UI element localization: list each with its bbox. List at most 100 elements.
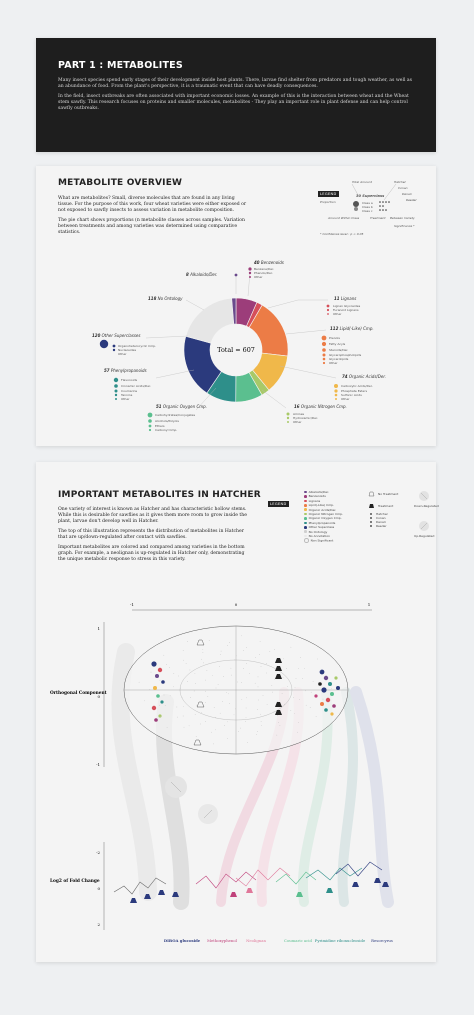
overview-title: METABOLITE OVERVIEW — [58, 178, 183, 188]
noise-point — [256, 734, 257, 736]
noise-point — [298, 722, 299, 724]
noise-point — [221, 701, 223, 702]
flask-icon-6 — [275, 674, 282, 679]
callout-lipid-item-2: Fatty Acyls — [329, 342, 346, 346]
noise-point — [215, 687, 217, 689]
noise-point — [160, 716, 161, 717]
callout-oxygen-item-4: Carbonyl Cmp. — [155, 428, 178, 432]
noise-point — [234, 659, 235, 661]
score-point — [323, 675, 329, 681]
noise-point — [266, 663, 267, 664]
noise-point — [173, 673, 175, 674]
noise-point — [245, 716, 247, 718]
noise-point — [226, 645, 228, 646]
callout-oxygen-item-3: Ethers — [155, 424, 165, 428]
legend-total-amount: Total Amount — [352, 180, 372, 184]
callout-noontology-title: 118 No Ontology — [148, 296, 183, 301]
callout-phenyl-title: 57 Phenylpropanoids — [104, 368, 147, 373]
part1-body: Many insect species spend early stages o… — [58, 78, 413, 116]
noise-point — [220, 650, 222, 652]
top-tick-0: 0 — [235, 602, 238, 607]
noise-point — [310, 691, 312, 693]
callout-oxygen-item-2: Alcohols/Polyols — [155, 419, 179, 423]
callout-dots — [99, 267, 338, 432]
callout-phenyl-item-4: Tannins — [121, 393, 133, 397]
callout-nitrogen-item-1: Amines — [293, 412, 305, 416]
score-point — [153, 686, 157, 690]
legend-class-b: Class b — [362, 205, 373, 209]
part1-paragraph-1: Many insect species spend early stages o… — [58, 78, 412, 89]
phenyl-dots — [113, 377, 119, 400]
callout-oxygen-title: 51 Organic Oxygen Cmp. — [156, 404, 207, 409]
noise-point — [312, 681, 314, 682]
score-point — [321, 687, 327, 693]
overview-paragraph-1: What are metabolites? Small, diverse mol… — [58, 196, 247, 213]
noise-point — [181, 697, 183, 699]
score-points — [138, 635, 340, 745]
part1-paragraph-2: In the field, insect outbreaks are often… — [58, 94, 409, 111]
legend-class-c: Class c — [362, 209, 373, 213]
callout-lignans-title: 11 Lignans — [334, 296, 357, 301]
noise-point — [212, 743, 214, 745]
noise-point — [283, 658, 284, 660]
noise-point — [173, 686, 175, 688]
noise-point — [261, 724, 263, 726]
legend-item-no-annotation: No Annotation — [304, 534, 343, 538]
hatcher-paragraph-3: Important metabolites are colored and co… — [58, 545, 245, 562]
part1-panel: PART 1 : METABOLITES Many insect species… — [36, 38, 436, 152]
noise-point — [316, 658, 318, 660]
callout-phenyl-item-5: Other — [121, 397, 130, 401]
noise-point — [185, 663, 187, 664]
noise-point — [254, 682, 256, 684]
legend-item-phenyl: Phenylpropanoids — [304, 521, 343, 525]
noise-point — [211, 731, 212, 733]
compound-neolignan: Neolignan — [246, 938, 266, 943]
noise-point — [331, 687, 333, 689]
score-point — [314, 694, 318, 698]
noise-point — [305, 690, 306, 692]
fold-line-coumaric — [275, 871, 317, 885]
noise-point — [279, 725, 281, 727]
flask-icon-5 — [275, 666, 282, 671]
flask-icon-7 — [275, 702, 282, 707]
callout-alkaloids-title: 8 Alkaloids/Der. — [186, 272, 218, 277]
noise-point — [272, 691, 273, 693]
fold-line-pyrimidine — [305, 867, 363, 881]
callout-acids-title: 74 Organic Acids/Der. — [342, 374, 386, 379]
compound-labels: DIBOA glucoside Methoxyphenol Neolignan … — [164, 938, 393, 943]
noise-point — [188, 725, 190, 727]
noise-point — [284, 703, 285, 705]
y-tick-neg1: -1 — [96, 762, 100, 767]
noise-point — [277, 715, 278, 716]
flask-icon-8 — [275, 710, 282, 715]
hatcher-legend: LEGEND — [268, 490, 289, 509]
noise-point — [299, 699, 300, 701]
noise-point — [241, 635, 242, 637]
callout-lipid-item-3: Steroids/Der. — [329, 348, 349, 352]
score-point — [324, 708, 328, 712]
noise-point — [183, 726, 185, 728]
fold-tick-0: 0 — [97, 886, 100, 891]
noise-point — [246, 742, 248, 744]
callout-benzenoids-item-2: Phenols/Der. — [254, 271, 273, 275]
noise-point — [294, 712, 295, 714]
flask-icon-3 — [193, 739, 202, 746]
legend-variety-marks — [379, 201, 390, 211]
noise-point — [224, 725, 225, 726]
noise-point — [150, 671, 152, 673]
score-point — [330, 692, 334, 696]
legend-item-other: Other Superclass — [304, 525, 343, 529]
noise-point — [258, 699, 259, 701]
lipid-dots — [321, 335, 327, 365]
overview-panel: METABOLITE OVERVIEW What are metabolites… — [36, 166, 436, 446]
noise-point — [262, 695, 264, 696]
noise-point — [240, 727, 241, 729]
lignans-dots — [326, 304, 330, 315]
noise-point — [290, 646, 292, 648]
noise-point — [246, 663, 248, 664]
noise-point — [231, 674, 233, 676]
legend-chip: LEGEND — [318, 191, 339, 197]
callout-acids-item-2: Phosphate Esters — [341, 389, 368, 393]
callout-phenyl-item-2: Cinnamic Acids/Der. — [121, 384, 151, 388]
score-point — [336, 686, 340, 690]
